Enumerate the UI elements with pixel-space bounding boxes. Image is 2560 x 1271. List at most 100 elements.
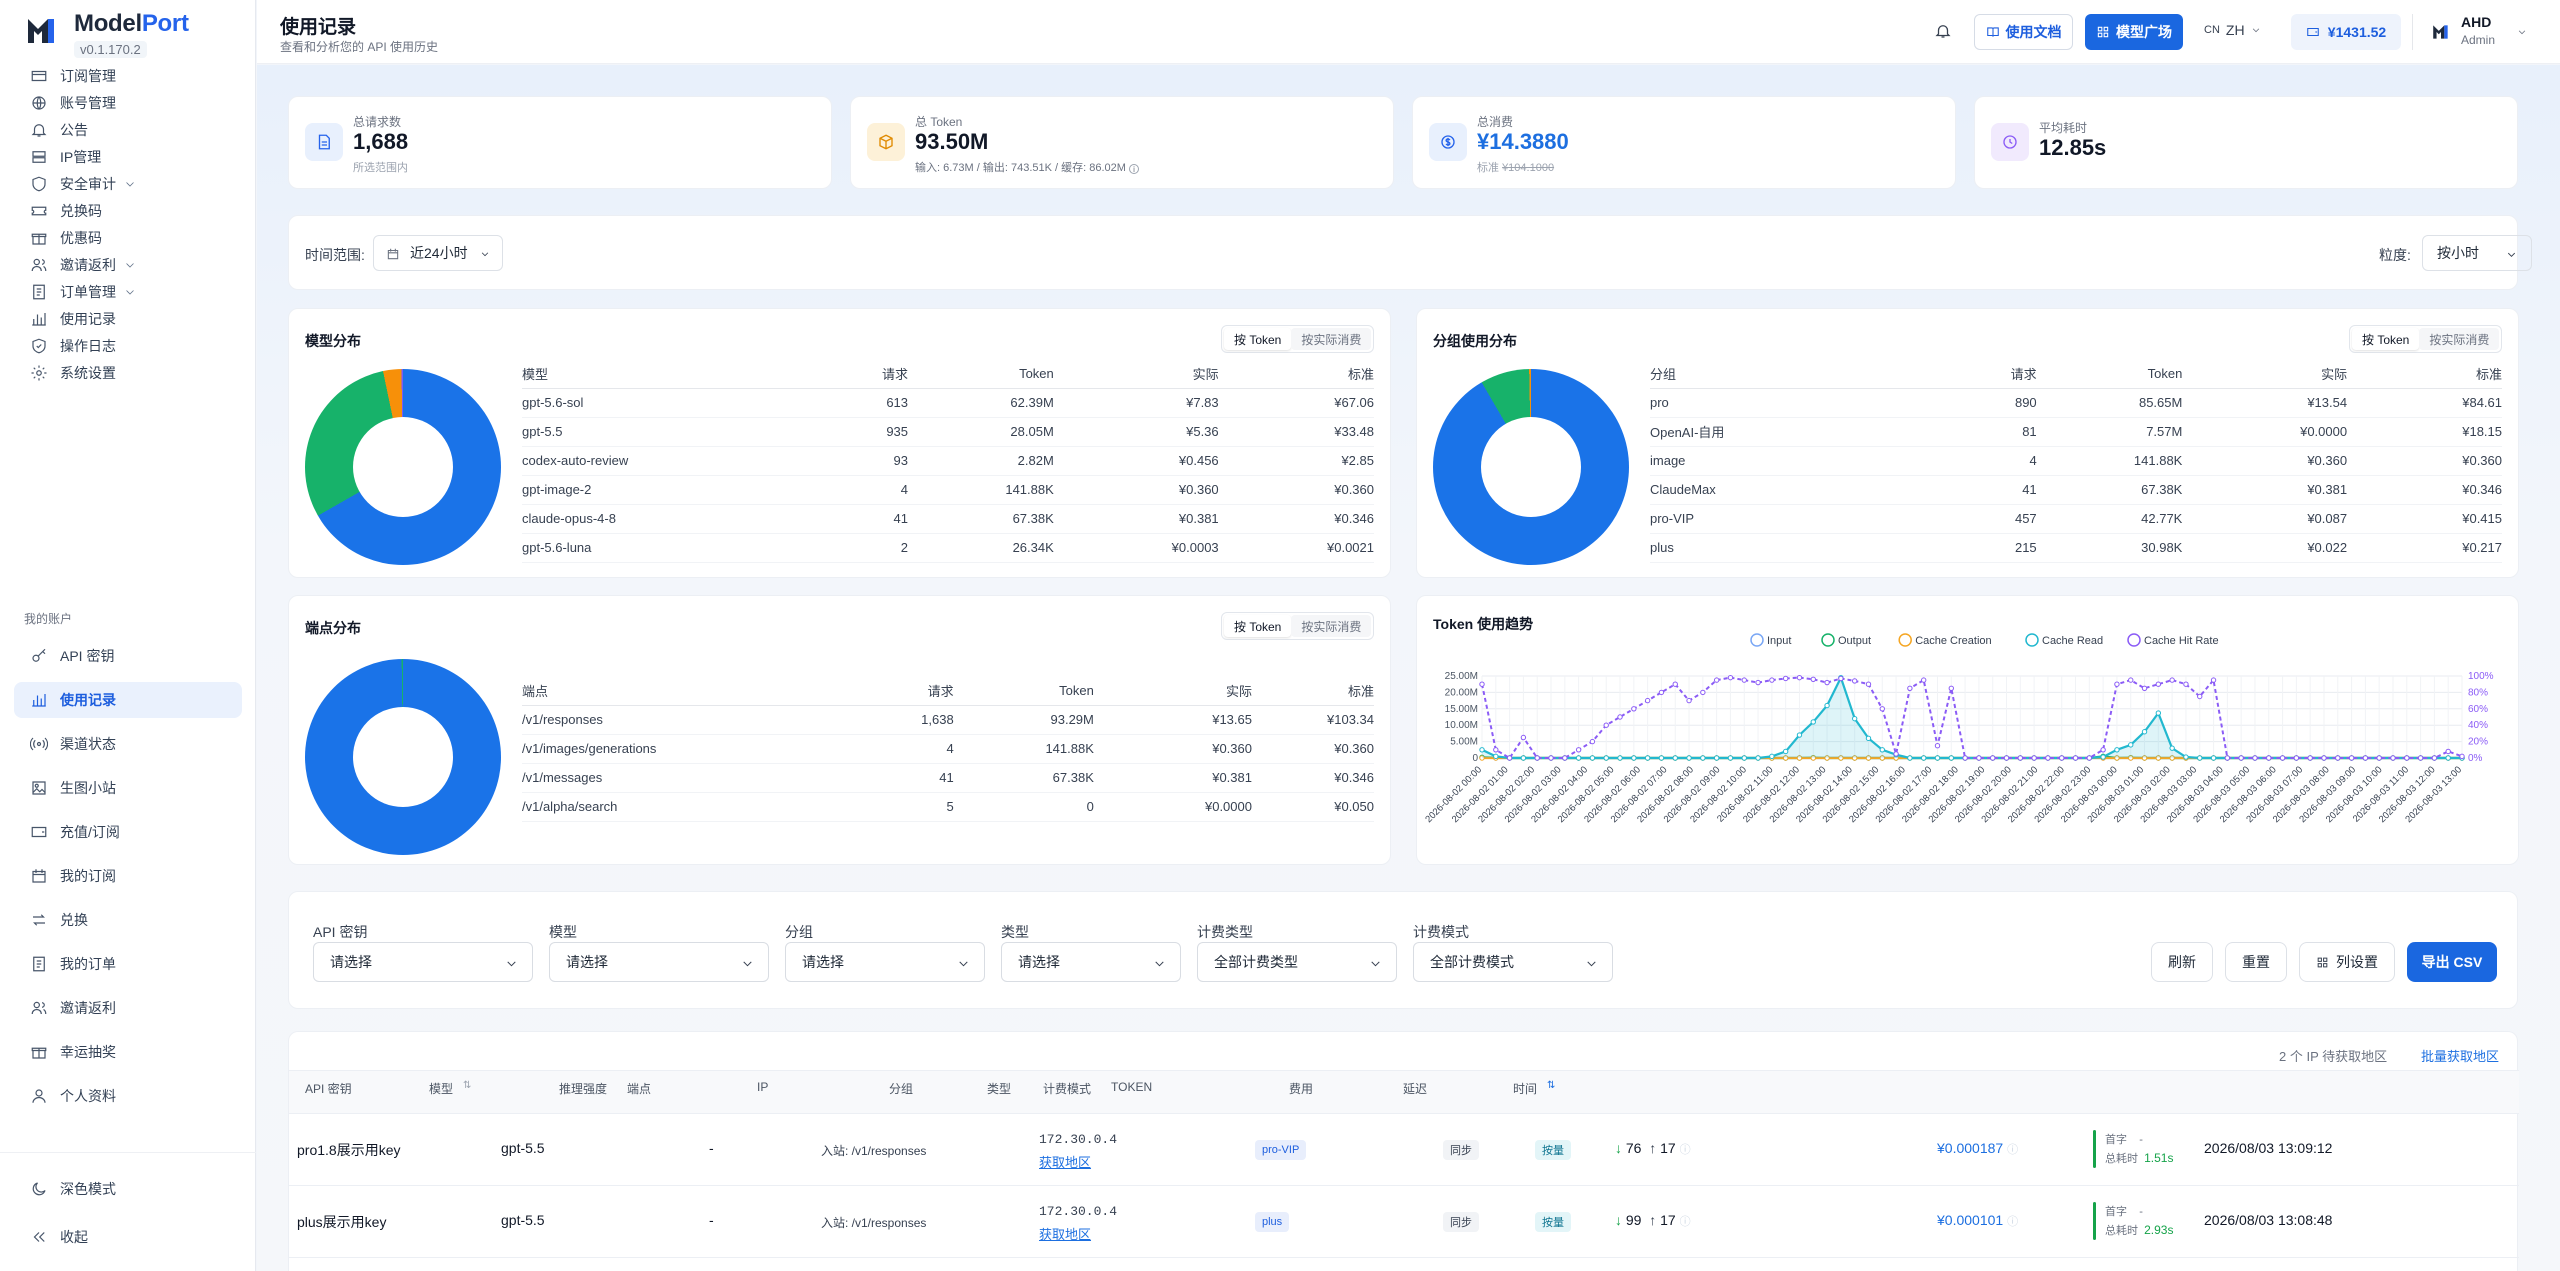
api-key-select[interactable]: 请选择: [313, 942, 533, 982]
row-time: 2026/08/03 13:08:48: [2204, 1212, 2333, 1228]
column-settings-button[interactable]: 列设置: [2299, 942, 2395, 982]
row-actual-cost: ¥0.381: [1053, 504, 1219, 534]
toggle-by-token[interactable]: 按 Token: [1224, 328, 1292, 350]
dark-mode-toggle[interactable]: 深色模式: [14, 1170, 242, 1208]
info-icon[interactable]: ⓘ: [2007, 1216, 2019, 1228]
docs-button[interactable]: 使用文档: [1974, 14, 2073, 50]
gift-icon: [31, 233, 47, 245]
sidebar-item-1[interactable]: 账号管理: [14, 89, 242, 116]
toggle-by-token[interactable]: 按 Token: [1224, 615, 1292, 637]
sidebar-item-2[interactable]: 公告: [14, 116, 242, 143]
metric-toggle[interactable]: 按 Token 按实际消费: [1221, 325, 1375, 353]
time-range-select[interactable]: 近24小时: [373, 235, 503, 271]
sidebar-item-8[interactable]: 订单管理: [14, 278, 242, 305]
stat-label: 总请求数: [353, 115, 402, 129]
sidebar-account-item-1[interactable]: 使用记录: [14, 682, 242, 718]
granularity-select[interactable]: 按小时: [2422, 235, 2532, 271]
metric-toggle[interactable]: 按 Token 按实际消费: [2349, 325, 2503, 353]
table-row: /v1/alpha/search 5 0 ¥0.0000 ¥0.050: [522, 792, 1374, 822]
row-first-token: 首字 -: [2105, 1134, 2143, 1146]
sort-icon[interactable]: ⇅: [1547, 1080, 1556, 1091]
sidebar-account-item-2[interactable]: 渠道状态: [14, 726, 242, 762]
sidebar-item-11[interactable]: 系统设置: [14, 359, 242, 386]
toggle-by-token[interactable]: 按 Token: [2352, 328, 2420, 350]
sidebar-item-5[interactable]: 兑换码: [14, 197, 242, 224]
column-header-1[interactable]: 模型: [429, 1082, 454, 1096]
reset-button[interactable]: 重置: [2225, 942, 2287, 982]
app-logo[interactable]: ModelPort v0.1.170.2: [24, 8, 256, 58]
chevron-down-icon: [126, 181, 134, 187]
data-point-cache-hit-rate: [2390, 755, 2396, 761]
sidebar-account-item-4[interactable]: 充值/订阅: [14, 814, 242, 850]
toggle-by-cost[interactable]: 按实际消费: [2419, 328, 2500, 350]
document-icon: [305, 123, 343, 161]
info-icon[interactable]: i: [1128, 164, 1139, 174]
row-name: /v1/images/generations: [522, 734, 861, 764]
data-point-cache-read: [1644, 755, 1651, 761]
notification-bell-icon[interactable]: [1934, 22, 1952, 40]
row-type-badge: 同步: [1443, 1212, 1479, 1232]
toggle-by-cost[interactable]: 按实际消费: [1291, 615, 1372, 637]
table-row: pro-VIP 457 42.77K ¥0.087 ¥0.415: [1650, 504, 2502, 534]
sidebar-account-item-6[interactable]: 兑换: [14, 902, 242, 938]
data-point-cache-hit-rate: [2169, 677, 2175, 683]
sidebar-item-0[interactable]: 订阅管理: [14, 62, 242, 89]
sidebar-item-4[interactable]: 安全审计: [14, 170, 242, 197]
info-icon[interactable]: ⓘ: [2007, 1144, 2019, 1156]
table-row[interactable]: plus展示用key gpt-5.5 - 入站: /v1/responses 172.3…: [289, 1186, 2519, 1258]
sidebar-item-3[interactable]: IP管理: [14, 143, 242, 170]
sidebar-account-item-5[interactable]: 我的订阅: [14, 858, 242, 894]
data-point-cache-read: [1603, 755, 1609, 761]
billing-mode-select[interactable]: 全部计费模式: [1413, 942, 1613, 982]
balance-badge[interactable]: ¥1431.52: [2291, 14, 2401, 50]
sidebar-item-7[interactable]: 邀请返利: [14, 251, 242, 278]
usage-records-table: 2 个 IP 待获取地区 批量获取地区 API 密钥 模型 ⇅ 推理强度 端点 IP 分组 类…: [288, 1031, 2519, 1271]
data-point-cache-creation: [2141, 755, 2148, 761]
info-icon[interactable]: ⓘ: [1679, 1144, 1691, 1156]
group-select[interactable]: 请选择: [785, 942, 985, 982]
export-csv-button[interactable]: 导出 CSV: [2407, 942, 2497, 982]
collapse-sidebar-button[interactable]: 收起: [14, 1218, 242, 1256]
y-right-tick: 60%: [2468, 704, 2488, 715]
legend-item-cache-creation[interactable]: Cache Creation: [1898, 633, 1992, 647]
legend-item-input[interactable]: Input: [1750, 633, 1791, 647]
model-select[interactable]: 请选择: [549, 942, 769, 982]
sidebar-account-item-9[interactable]: 幸运抽奖: [14, 1034, 242, 1070]
billing-type-select[interactable]: 全部计费类型: [1197, 942, 1397, 982]
user-menu[interactable]: AHD Admin: [2421, 12, 2531, 52]
sidebar-account-item-3[interactable]: 生图小站: [14, 770, 242, 806]
data-point-cache-read: [1686, 755, 1692, 761]
sidebar-item-9[interactable]: 使用记录: [14, 305, 242, 332]
batch-region-link[interactable]: 批量获取地区: [2421, 1049, 2500, 1064]
sidebar-account-item-8[interactable]: 邀请返利: [14, 990, 242, 1026]
row-tokens: 62.39M: [908, 388, 1054, 418]
data-point-cache-hit-rate: [1493, 747, 1499, 753]
language-switcher[interactable]: CN ZH: [2204, 22, 2261, 38]
data-point-cache-read: [1575, 755, 1582, 761]
sidebar-item-6[interactable]: 优惠码: [14, 224, 242, 251]
sidebar-account-item-0[interactable]: API 密钥: [14, 638, 242, 674]
info-icon[interactable]: ⓘ: [1679, 1216, 1691, 1228]
table-row[interactable]: pro1.8展示用key gpt-5.5- 入站: /v1/responses 172…: [289, 1114, 2519, 1186]
sidebar-account-item-10[interactable]: 个人资料: [14, 1078, 242, 1114]
legend-item-cache-hit-rate[interactable]: Cache Hit Rate: [2127, 633, 2219, 647]
legend-item-output[interactable]: Output: [1821, 633, 1871, 647]
sidebar-item-label: 个人资料: [60, 1088, 116, 1104]
row-get-region-link[interactable]: 获取地区: [1039, 1155, 1092, 1170]
nav-section-my-account: 我的账户: [24, 612, 73, 626]
column-header: Token: [908, 359, 1054, 389]
toggle-by-cost[interactable]: 按实际消费: [1291, 328, 1372, 350]
legend-item-cache-read[interactable]: Cache Read: [2025, 633, 2103, 647]
sidebar-item-label: 兑换码: [60, 202, 102, 219]
model-market-button[interactable]: 模型广场: [2085, 14, 2183, 50]
data-point-cache-hit-rate: [1851, 678, 1858, 684]
column-header-11[interactable]: 时间: [1513, 1082, 1538, 1096]
sidebar-account-item-7[interactable]: 我的订单: [14, 946, 242, 982]
sidebar-item-10[interactable]: 操作日志: [14, 332, 242, 359]
refresh-button[interactable]: 刷新: [2151, 942, 2213, 982]
type-select[interactable]: 请选择: [1001, 942, 1181, 982]
row-standard-cost: ¥103.34: [1251, 705, 1374, 735]
sort-icon[interactable]: ⇅: [463, 1080, 472, 1091]
row-get-region-link[interactable]: 获取地区: [1039, 1227, 1092, 1242]
metric-toggle[interactable]: 按 Token 按实际消费: [1221, 612, 1375, 640]
